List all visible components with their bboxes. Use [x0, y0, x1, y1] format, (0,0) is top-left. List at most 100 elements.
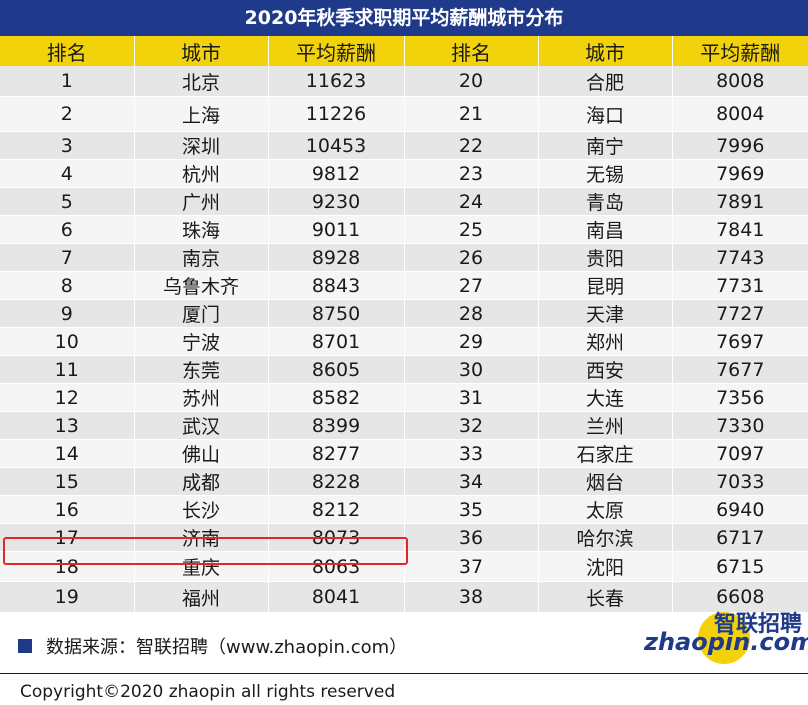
cell-salary-left: 11623 [268, 66, 405, 97]
cell-city-right: 郑州 [538, 327, 673, 356]
cell-rank-left: 11 [0, 355, 135, 384]
table-row: 8 乌鲁木齐 8843 27 昆明 7731 [0, 271, 808, 300]
cell-rank-right: 28 [404, 299, 539, 328]
table-row: 1 北京 11623 20 合肥 8008 [0, 66, 808, 97]
cell-city-left: 宁波 [134, 327, 269, 356]
cell-city-left: 上海 [134, 96, 269, 132]
cell-rank-right: 27 [404, 271, 539, 300]
cell-city-right: 青岛 [538, 187, 673, 216]
cell-city-left: 深圳 [134, 131, 269, 160]
cell-salary-left: 9812 [268, 159, 405, 188]
cell-rank-right: 33 [404, 439, 539, 468]
cell-rank-right: 20 [404, 66, 539, 97]
cell-city-right: 太原 [538, 495, 673, 524]
table-row: 16 长沙 8212 35 太原 6940 [0, 495, 808, 524]
cell-salary-left: 8750 [268, 299, 405, 328]
cell-city-left: 福州 [134, 581, 269, 613]
cell-city-right: 海口 [538, 96, 673, 132]
cell-salary-right: 6715 [672, 551, 808, 582]
source-note: 数据来源：智联招聘（www.zhaopin.com） [18, 633, 407, 659]
cell-city-left: 成都 [134, 467, 269, 496]
cell-city-left: 珠海 [134, 215, 269, 244]
cell-city-left: 苏州 [134, 383, 269, 412]
cell-salary-left: 8063 [268, 551, 405, 582]
cell-city-right: 石家庄 [538, 439, 673, 468]
cell-salary-right: 6608 [672, 581, 808, 613]
header-rank-left: 排名 [0, 36, 135, 66]
table-row: 14 佛山 8277 33 石家庄 7097 [0, 439, 808, 468]
cell-city-right: 大连 [538, 383, 673, 412]
cell-rank-left: 19 [0, 581, 135, 613]
cell-city-right: 天津 [538, 299, 673, 328]
table-row: 3 深圳 10453 22 南宁 7996 [0, 131, 808, 160]
cell-rank-left: 4 [0, 159, 135, 188]
header-salary-left: 平均薪酬 [268, 36, 405, 66]
cell-salary-left: 8212 [268, 495, 405, 524]
cell-city-right: 南昌 [538, 215, 673, 244]
cell-salary-right: 7356 [672, 383, 808, 412]
cell-salary-right: 8008 [672, 66, 808, 97]
cell-rank-right: 35 [404, 495, 539, 524]
cell-rank-left: 2 [0, 96, 135, 132]
cell-rank-right: 37 [404, 551, 539, 582]
cell-city-right: 长春 [538, 581, 673, 613]
cell-rank-left: 12 [0, 383, 135, 412]
header-salary-right: 平均薪酬 [672, 36, 808, 66]
cell-salary-right: 6717 [672, 523, 808, 552]
table-row: 5 广州 9230 24 青岛 7891 [0, 187, 808, 216]
cell-salary-left: 9230 [268, 187, 405, 216]
cell-rank-right: 26 [404, 243, 539, 272]
cell-salary-right: 7097 [672, 439, 808, 468]
cell-salary-left: 8277 [268, 439, 405, 468]
cell-rank-left: 3 [0, 131, 135, 160]
cell-rank-left: 6 [0, 215, 135, 244]
cell-rank-right: 29 [404, 327, 539, 356]
cell-rank-left: 10 [0, 327, 135, 356]
cell-city-right: 烟台 [538, 467, 673, 496]
cell-salary-left: 10453 [268, 131, 405, 160]
cell-rank-right: 38 [404, 581, 539, 613]
cell-city-right: 沈阳 [538, 551, 673, 582]
cell-city-left: 佛山 [134, 439, 269, 468]
cell-salary-right: 7891 [672, 187, 808, 216]
cell-city-right: 兰州 [538, 411, 673, 440]
table-row: 19 福州 8041 38 长春 6608 [0, 581, 808, 613]
cell-city-right: 哈尔滨 [538, 523, 673, 552]
cell-city-left: 长沙 [134, 495, 269, 524]
cell-rank-right: 31 [404, 383, 539, 412]
cell-city-left: 东莞 [134, 355, 269, 384]
cell-salary-right: 7330 [672, 411, 808, 440]
cell-rank-right: 30 [404, 355, 539, 384]
cell-city-right: 南宁 [538, 131, 673, 160]
zhaopin-logo: 智联招聘 zhaopin.com [642, 606, 808, 664]
table-row: 15 成都 8228 34 烟台 7033 [0, 467, 808, 496]
cell-salary-right: 8004 [672, 96, 808, 132]
cell-rank-left: 5 [0, 187, 135, 216]
cell-rank-right: 22 [404, 131, 539, 160]
table-row: 4 杭州 9812 23 无锡 7969 [0, 159, 808, 188]
cell-rank-right: 21 [404, 96, 539, 132]
cell-salary-left: 8928 [268, 243, 405, 272]
cell-salary-left: 8843 [268, 271, 405, 300]
cell-rank-left: 14 [0, 439, 135, 468]
cell-city-left: 乌鲁木齐 [134, 271, 269, 300]
table-row: 11 东莞 8605 30 西安 7677 [0, 355, 808, 384]
cell-salary-right: 7677 [672, 355, 808, 384]
source-text: 数据来源：智联招聘（www.zhaopin.com） [46, 637, 408, 658]
cell-salary-left: 8041 [268, 581, 405, 613]
cell-rank-left: 7 [0, 243, 135, 272]
cell-salary-left: 8582 [268, 383, 405, 412]
cell-city-left: 广州 [134, 187, 269, 216]
cell-rank-right: 25 [404, 215, 539, 244]
cell-salary-right: 7996 [672, 131, 808, 160]
cell-rank-right: 32 [404, 411, 539, 440]
logo-cn-text: 智联招聘 [713, 612, 802, 637]
table-title: 2020年秋季求职期平均薪酬城市分布 [0, 0, 808, 36]
copyright-text: Copyright©2020 zhaopin all rights reserv… [20, 682, 396, 702]
table-row: 9 厦门 8750 28 天津 7727 [0, 299, 808, 328]
salary-table: 排名 城市 平均薪酬 排名 城市 平均薪酬 1 北京 11623 20 合肥 8008 2 上… [0, 36, 808, 613]
cell-salary-right: 7727 [672, 299, 808, 328]
footer-divider [0, 673, 808, 674]
cell-city-right: 西安 [538, 355, 673, 384]
cell-city-left: 厦门 [134, 299, 269, 328]
